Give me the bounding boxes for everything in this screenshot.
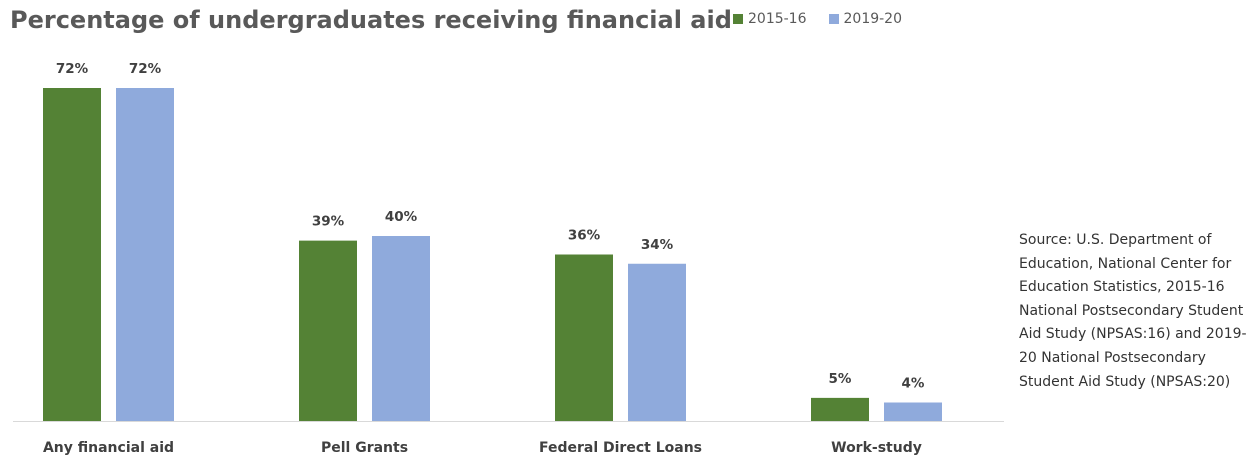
data-label: 40%	[385, 209, 418, 225]
legend-swatch-2015-16	[733, 14, 743, 24]
category-label: Any financial aid	[43, 440, 174, 456]
data-label: 5%	[829, 371, 852, 387]
bar-2019-20-pell-grants	[372, 236, 430, 421]
category-label: Pell Grants	[321, 440, 408, 456]
bar-2019-20-federal-direct-loans	[628, 263, 686, 421]
data-label: 36%	[568, 228, 601, 244]
bar-2019-20-any-financial-aid	[116, 88, 174, 421]
bar-2015-16-federal-direct-loans	[555, 254, 613, 421]
data-label: 4%	[902, 376, 925, 392]
category-label: Federal Direct Loans	[539, 440, 702, 456]
legend-label-2015-16: 2015-16	[748, 11, 807, 27]
legend-item-2015-16: 2015-16	[733, 11, 807, 27]
data-label: 39%	[312, 214, 345, 230]
source-note: Source: U.S. Department of Education, Na…	[1019, 232, 1247, 390]
chart-title: Percentage of undergraduates receiving f…	[10, 6, 732, 34]
category-label: Work-study	[831, 440, 922, 456]
legend: 2015-16 2019-20	[733, 11, 924, 27]
data-label: 72%	[129, 61, 162, 77]
legend-item-2019-20: 2019-20	[828, 11, 903, 27]
bar-2015-16-work-study	[811, 397, 869, 421]
legend-swatch-2019-20	[828, 14, 839, 24]
data-label: 34%	[641, 237, 674, 253]
bar-2015-16-pell-grants	[299, 240, 357, 421]
bar-2015-16-any-financial-aid	[43, 88, 101, 421]
legend-label-2019-20: 2019-20	[843, 11, 903, 27]
bar-2019-20-work-study	[884, 402, 942, 421]
data-label: 72%	[56, 61, 89, 77]
